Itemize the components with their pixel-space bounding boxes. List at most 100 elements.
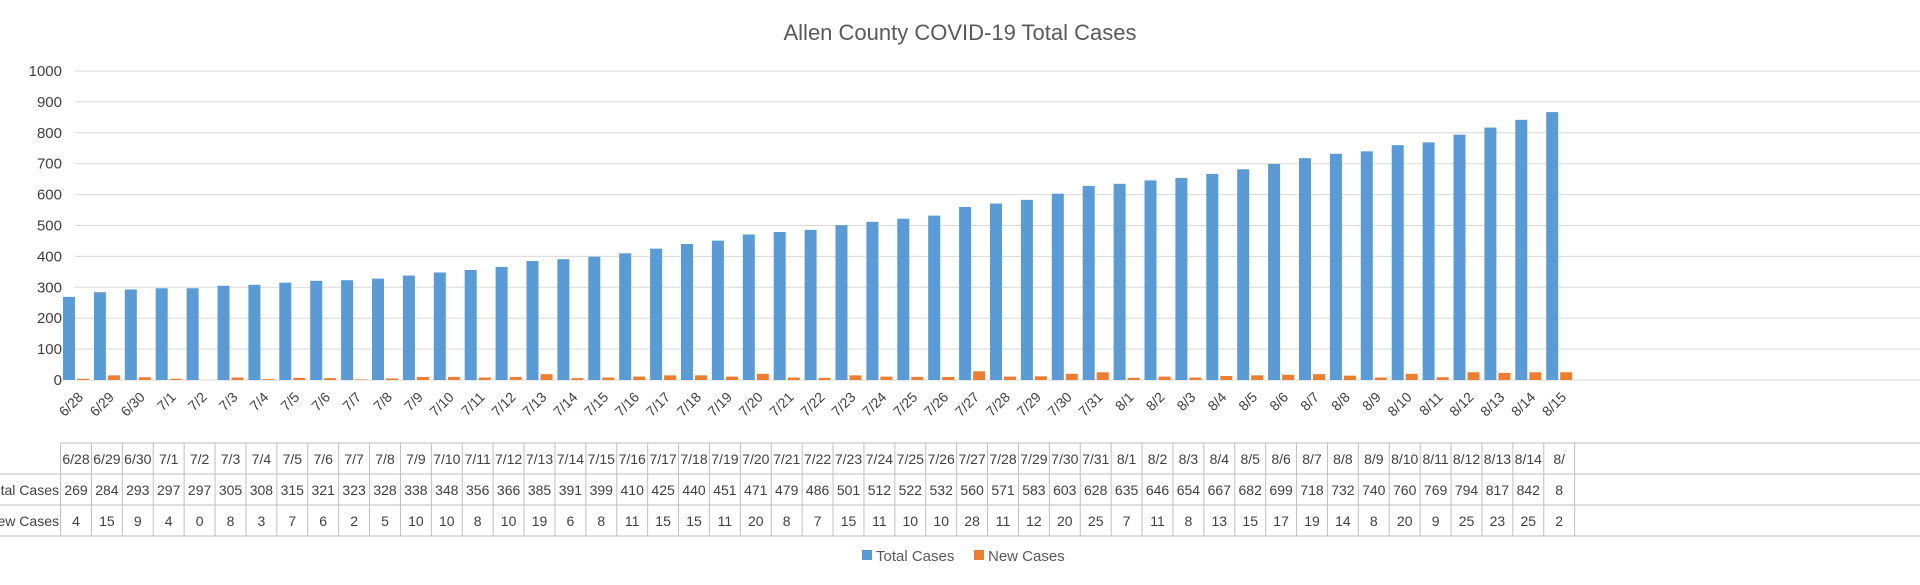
table-cell: 9 bbox=[134, 513, 142, 529]
x-tick-label: 7/27 bbox=[952, 389, 983, 420]
table-cell: 635 bbox=[1115, 482, 1139, 498]
bar-new-cases bbox=[725, 376, 738, 380]
bar-new-cases bbox=[1560, 372, 1573, 380]
bar-total-cases bbox=[650, 248, 663, 380]
bar-total-cases bbox=[1051, 193, 1064, 380]
x-tick-label: 8/4 bbox=[1204, 389, 1229, 414]
bar-new-cases bbox=[355, 379, 368, 380]
table-cell: 9 bbox=[1432, 513, 1440, 529]
x-tick-label: 7/18 bbox=[674, 389, 705, 420]
table-header-cell: 7/6 bbox=[313, 451, 333, 467]
y-tick-label: 200 bbox=[37, 310, 62, 327]
x-tick-label: 7/2 bbox=[185, 389, 210, 414]
bar-new-cases bbox=[1529, 372, 1542, 380]
x-tick-label: 8/10 bbox=[1384, 389, 1415, 420]
bar-total-cases bbox=[372, 278, 384, 380]
bar-total-cases bbox=[1453, 134, 1466, 380]
bar-new-cases bbox=[447, 376, 460, 380]
table-cell: 471 bbox=[744, 482, 768, 498]
bar-new-cases bbox=[293, 377, 306, 380]
x-tick-label: 7/29 bbox=[1013, 389, 1044, 420]
table-cell: 11 bbox=[718, 513, 733, 529]
legend-label: New Cases bbox=[988, 548, 1065, 565]
bar-total-cases bbox=[557, 259, 570, 380]
table-cell: 740 bbox=[1362, 482, 1386, 498]
bar-total-cases bbox=[433, 272, 446, 380]
x-tick-label: 8/3 bbox=[1173, 389, 1198, 414]
table-cell: 512 bbox=[868, 482, 892, 498]
bar-total-cases bbox=[217, 285, 230, 380]
table-cell: 817 bbox=[1486, 482, 1510, 498]
table-header-cell: 7/5 bbox=[283, 451, 303, 467]
bar-total-cases bbox=[402, 275, 415, 380]
table-cell: 11 bbox=[872, 513, 887, 529]
x-tick-label: 6/30 bbox=[117, 389, 148, 420]
table-cell: 356 bbox=[466, 482, 490, 498]
table-cell: 305 bbox=[219, 482, 243, 498]
x-tick-label: 8/8 bbox=[1328, 389, 1353, 414]
table-cell: 7 bbox=[288, 513, 296, 529]
table-header-cell: 8/1 bbox=[1117, 451, 1137, 467]
table-cell: 8 bbox=[1185, 513, 1193, 529]
bar-total-cases bbox=[464, 269, 477, 380]
table-header-cell: 7/23 bbox=[835, 451, 862, 467]
bar-new-cases bbox=[1189, 377, 1202, 380]
x-tick-label: 7/10 bbox=[426, 389, 457, 420]
legend: Total Cases New Cases bbox=[862, 548, 1065, 565]
table-header-cell: 8/5 bbox=[1240, 451, 1260, 467]
x-tick-label: 7/13 bbox=[519, 389, 550, 420]
table-cell: 8 bbox=[597, 513, 605, 529]
bar-total-cases bbox=[804, 229, 817, 380]
chart-title: Allen County COVID-19 Total Cases bbox=[784, 20, 1137, 45]
table-cell: 328 bbox=[373, 482, 397, 498]
table-header-cell: 7/18 bbox=[680, 451, 707, 467]
bar-total-cases bbox=[1175, 177, 1188, 380]
bar-total-cases bbox=[155, 288, 168, 380]
bar-new-cases bbox=[1096, 372, 1109, 380]
x-tick-label: 7/4 bbox=[246, 389, 271, 414]
table-cell: 14 bbox=[1335, 513, 1351, 529]
table-cell: 15 bbox=[655, 513, 671, 529]
bar-total-cases bbox=[1422, 142, 1435, 380]
table-cell: 15 bbox=[841, 513, 857, 529]
x-tick-label: 7/28 bbox=[983, 389, 1014, 420]
table-cell: 20 bbox=[748, 513, 764, 529]
bar-new-cases bbox=[386, 378, 398, 380]
bar-new-cases bbox=[416, 376, 429, 380]
bar-new-cases bbox=[880, 376, 893, 380]
table-header-cell: 7/31 bbox=[1082, 451, 1109, 467]
table-cell: 28 bbox=[964, 513, 980, 529]
table-cell: 732 bbox=[1331, 482, 1355, 498]
x-tick-label: 7/30 bbox=[1044, 389, 1075, 420]
bar-total-cases bbox=[990, 203, 1002, 380]
table-cell: 284 bbox=[95, 482, 119, 498]
legend-swatch bbox=[862, 550, 872, 560]
x-tick-label: 7/23 bbox=[828, 389, 859, 420]
x-tick-label: 8/15 bbox=[1539, 389, 1570, 420]
bar-total-cases bbox=[1329, 153, 1342, 380]
bar-total-cases bbox=[1515, 119, 1528, 381]
bar-total-cases bbox=[897, 218, 910, 380]
x-tick-label: 8/7 bbox=[1297, 389, 1322, 414]
table-cell: 8 bbox=[1555, 482, 1563, 498]
x-tick-label: 7/12 bbox=[488, 389, 519, 420]
table-cell: 315 bbox=[281, 482, 305, 498]
table-header-cell: 7/19 bbox=[711, 451, 738, 467]
table-header-cell: 8/13 bbox=[1484, 451, 1511, 467]
table-cell: 269 bbox=[64, 482, 88, 498]
bar-total-cases bbox=[866, 221, 879, 380]
table-cell: 4 bbox=[72, 513, 80, 529]
x-tick-label: 7/9 bbox=[401, 389, 426, 414]
table-header-cell: 7/29 bbox=[1020, 451, 1047, 467]
table-header-cell: 8/11 bbox=[1422, 451, 1448, 467]
bar-total-cases bbox=[526, 261, 539, 380]
table-header-cell: 8/9 bbox=[1364, 451, 1384, 467]
y-tick-label: 400 bbox=[37, 248, 62, 265]
bar-new-cases bbox=[849, 375, 862, 380]
x-tick-label: 8/5 bbox=[1235, 389, 1260, 414]
bar-new-cases bbox=[1004, 376, 1016, 380]
table-header-cell: 7/30 bbox=[1051, 451, 1078, 467]
table-cell: 842 bbox=[1517, 482, 1541, 498]
bar-total-cases bbox=[1546, 112, 1559, 381]
bar-total-cases bbox=[1206, 173, 1219, 380]
